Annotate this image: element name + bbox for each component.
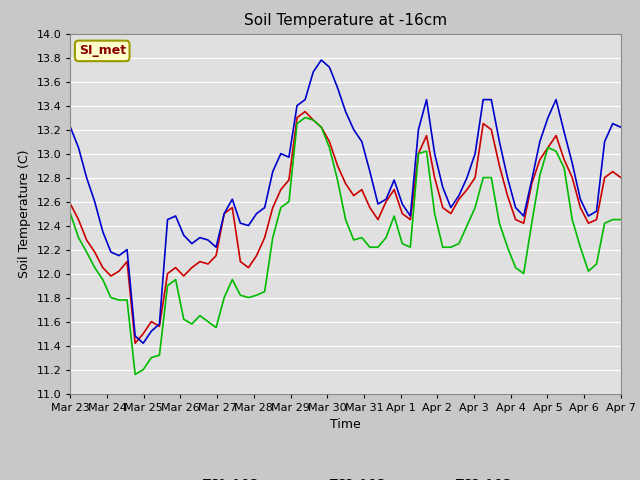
Title: Soil Temperature at -16cm: Soil Temperature at -16cm — [244, 13, 447, 28]
Text: SI_met: SI_met — [79, 44, 126, 58]
X-axis label: Time: Time — [330, 418, 361, 431]
Y-axis label: Soil Temperature (C): Soil Temperature (C) — [18, 149, 31, 278]
Legend: TC1_16Cm, TC2_16Cm, TC3_16Cm: TC1_16Cm, TC2_16Cm, TC3_16Cm — [163, 472, 528, 480]
